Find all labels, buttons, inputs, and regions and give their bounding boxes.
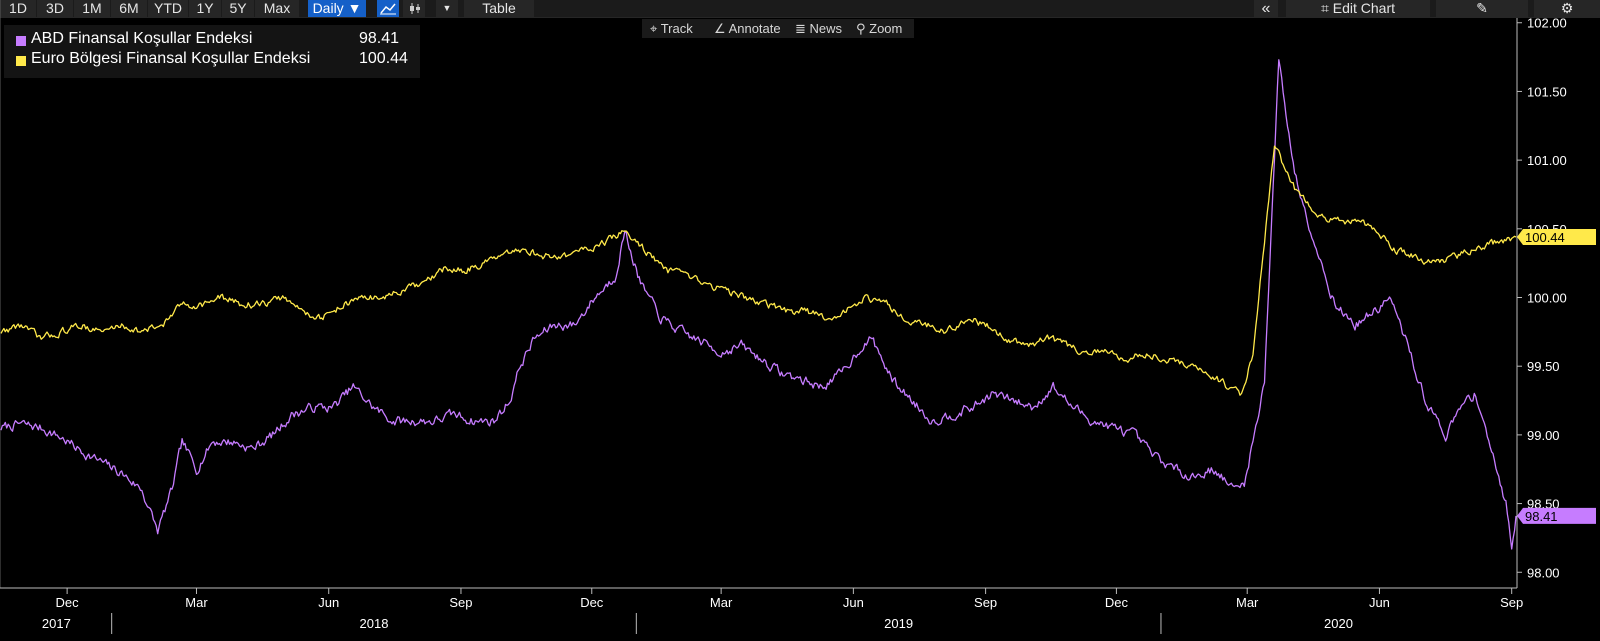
x-year-label: 2017 [42, 616, 71, 631]
x-tick-label: Jun [843, 595, 864, 610]
x-tick-label: Dec [56, 595, 80, 610]
plot-area [0, 0, 1517, 588]
line-chart-icon[interactable] [377, 0, 399, 17]
range-6m-button[interactable]: 6M [111, 0, 147, 17]
track-tool[interactable]: ⌖ Track [650, 21, 693, 36]
pencil-line-icon: ∠ [714, 21, 729, 36]
legend-label-us: ABD Finansal Koşullar Endeksi [31, 30, 253, 47]
news-icon: ≣ [795, 21, 810, 36]
y-tick-label: 98.00 [1527, 565, 1560, 580]
pencil-icon[interactable]: ✎ [1436, 0, 1528, 17]
chart-legend: ABD Finansal Koşullar Endeksi 98.41 Euro… [4, 25, 420, 78]
y-tick-label: 99.50 [1527, 359, 1560, 374]
edit-chart-button[interactable]: ⌗ Edit Chart [1286, 0, 1430, 17]
range-max-button[interactable]: Max [255, 0, 299, 17]
x-tick-label: Dec [1105, 595, 1129, 610]
y-tick-label: 98.50 [1527, 497, 1560, 512]
range-ytd-button[interactable]: YTD [148, 0, 188, 17]
chart-tools-strip [642, 19, 914, 38]
legend-swatch-euro [16, 56, 26, 66]
range-1y-button[interactable]: 1Y [189, 0, 221, 17]
frequency-dropdown[interactable]: Daily ▼ [308, 0, 366, 17]
x-tick-label: Mar [710, 595, 733, 610]
y-tick-label: 99.00 [1527, 428, 1560, 443]
y-axis: 98.0098.5099.0099.50100.00100.50101.0010… [1516, 16, 1596, 588]
x-tick-label: Sep [974, 595, 997, 610]
gear-icon[interactable]: ⚙ [1534, 0, 1600, 17]
double-chevron-left-icon[interactable]: « [1254, 0, 1278, 17]
legend-label-euro: Euro Bölgesi Finansal Koşullar Endeksi [31, 50, 311, 67]
news-tool[interactable]: ≣ News [795, 21, 843, 36]
last-value-tag-euro: 100.44 [1517, 229, 1596, 246]
magnifier-icon: ⚲ [856, 21, 870, 36]
range-1d-button[interactable]: 1D [0, 0, 36, 17]
y-tick-label: 101.50 [1527, 84, 1567, 99]
x-year-label: 2018 [360, 616, 389, 631]
y-tick-label: 101.00 [1527, 153, 1567, 168]
crosshair-icon: ⌖ [650, 21, 661, 36]
x-axis: Dec Mar Jun Sep Dec Mar Jun Sep Dec Mar Jun Sep 2017… [0, 587, 1523, 634]
legend-value-us: 98.41 [359, 30, 400, 47]
y-tick-label: 100.00 [1527, 291, 1567, 306]
candlestick-icon[interactable] [403, 0, 425, 17]
x-tick-label: Sep [1500, 595, 1523, 610]
table-button[interactable]: Table [464, 0, 534, 17]
chart-type-dropdown-icon[interactable]: ▼ [436, 0, 458, 17]
edit-chart-icon: ⌗ [1320, 0, 1333, 16]
annotate-tool[interactable]: ∠ Annotate [714, 21, 781, 36]
x-tick-label: Mar [185, 595, 208, 610]
x-tick-label: Jun [318, 595, 339, 610]
range-5y-button[interactable]: 5Y [222, 0, 254, 17]
range-3d-button[interactable]: 3D [37, 0, 73, 17]
svg-text:98.41: 98.41 [1525, 509, 1558, 524]
zoom-tool[interactable]: ⚲ Zoom [856, 21, 903, 36]
series-line-us [0, 59, 1517, 550]
range-1m-button[interactable]: 1M [74, 0, 110, 17]
legend-swatch-us [16, 36, 26, 46]
series-line-euro [0, 145, 1517, 396]
legend-value-euro: 100.44 [359, 50, 408, 67]
x-tick-label: Jun [1369, 595, 1390, 610]
x-tick-label: Dec [580, 595, 604, 610]
x-year-label: 2020 [1324, 616, 1353, 631]
x-tick-label: Mar [1236, 595, 1259, 610]
y-tick-label: 102.00 [1527, 16, 1567, 31]
chart-toolbar: 1D 3D 1M 6M YTD 1Y 5Y Max Daily ▼ ▼ Tabl… [0, 0, 1600, 18]
svg-text:100.44: 100.44 [1525, 230, 1565, 245]
last-value-tag-us: 98.41 [1517, 507, 1596, 524]
x-year-label: 2019 [884, 616, 913, 631]
x-tick-label: Sep [449, 595, 472, 610]
